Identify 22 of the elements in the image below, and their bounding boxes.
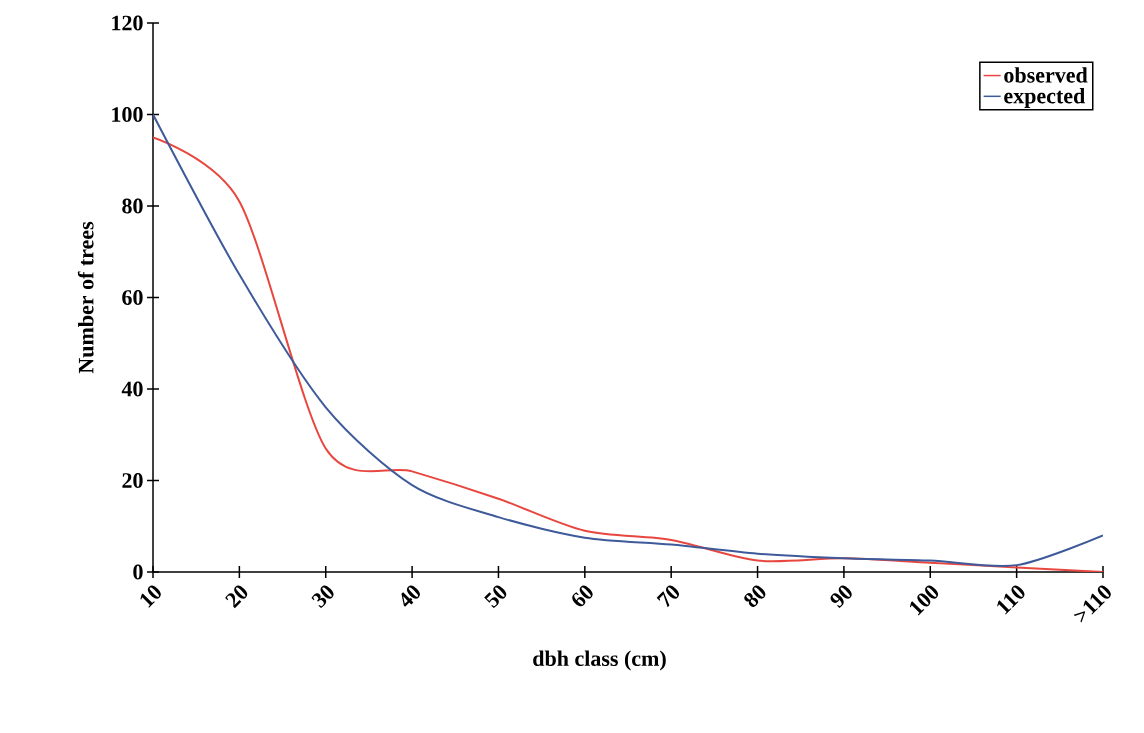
legend-label: observed [1004, 67, 1088, 83]
y-tick-label: 120 [112, 15, 143, 31]
x-tick-label: 30 [311, 585, 334, 609]
x-tick-label: 10 [140, 585, 161, 608]
y-tick-label: 100 [112, 107, 143, 122]
x-tick-label: 40 [401, 585, 420, 607]
x-tick-label: 90 [830, 585, 852, 608]
x-tick-label: 60 [572, 585, 593, 607]
y-tick-label: 0 [133, 564, 143, 580]
y-tick-label: 60 [122, 290, 143, 305]
x-tick-label: 20 [225, 585, 248, 609]
y-axis-title: Number of trees [77, 221, 94, 374]
y-tick-label: 20 [122, 473, 143, 488]
x-tick-label: 110 [997, 585, 1025, 615]
x-tick-label: 80 [744, 585, 766, 607]
x-axis-title: dbh class (cm) [533, 650, 666, 671]
legend-label: expected [1004, 87, 1086, 108]
y-tick-label: 80 [122, 198, 143, 214]
x-tick-label: 70 [656, 585, 680, 608]
x-tick-label: 100 [909, 585, 939, 616]
x-tick-label: 50 [484, 585, 507, 609]
y-tick-label: 40 [121, 381, 143, 397]
